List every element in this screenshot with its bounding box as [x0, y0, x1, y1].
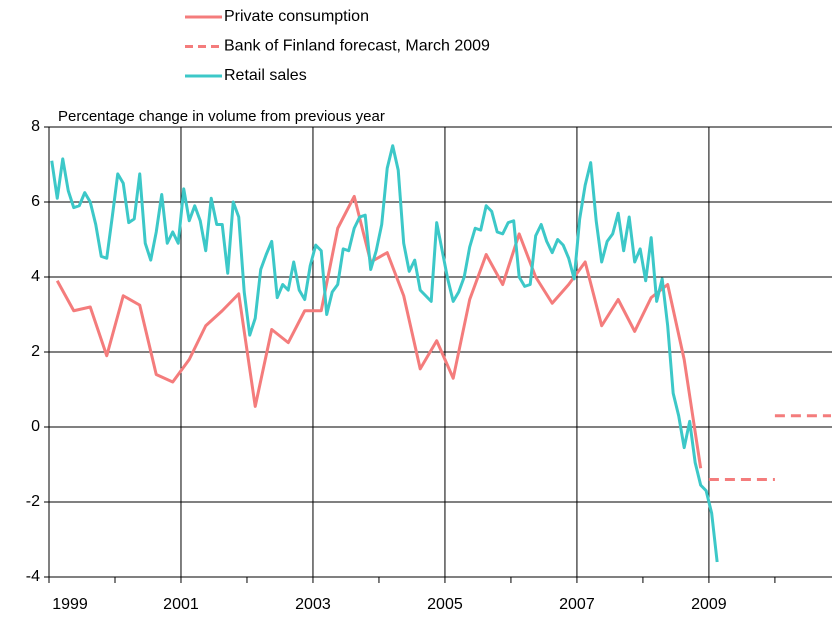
x-tick-label: 2005 [427, 596, 463, 613]
grid [49, 126, 832, 578]
chart-title: Percentage change in volume from previou… [58, 108, 385, 125]
y-tick-label: 2 [31, 343, 40, 360]
x-tick-label: 2009 [691, 596, 727, 613]
x-tick-label: 2007 [559, 596, 595, 613]
x-tick-label: 2001 [163, 596, 199, 613]
plot [50, 144, 831, 563]
y-tick-label: -2 [26, 493, 40, 510]
y-tick-label: 0 [31, 418, 40, 435]
legend-label: Bank of Finland forecast, March 2009 [224, 38, 490, 55]
x-tick-label: 2003 [295, 596, 331, 613]
series-line [50, 144, 719, 563]
series-line [55, 194, 703, 469]
y-tick-label: 8 [31, 118, 40, 135]
y-tick-label: 6 [31, 193, 40, 210]
legend-label: Retail sales [224, 67, 307, 84]
y-tick-label: -4 [26, 568, 40, 585]
axes: -4 -2 0 2 4 6 8 1999 2001 2003 2005 2007 2009 [26, 118, 832, 613]
x-tick-label: 1999 [52, 596, 88, 613]
legend: Private consumption Bank of Finland forec… [185, 8, 490, 84]
y-tick-label: 4 [31, 268, 40, 285]
legend-label: Private consumption [224, 8, 369, 25]
